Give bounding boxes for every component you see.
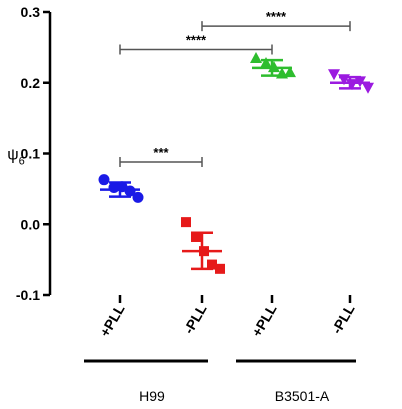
- y-axis-label: ψ6: [7, 147, 25, 168]
- y-tick-label: 0.3: [21, 4, 41, 20]
- significance-label: ****: [266, 9, 287, 24]
- significance-brackets: ***********: [119, 9, 351, 167]
- data-point: [207, 259, 217, 270]
- data-point: [108, 181, 120, 193]
- y-tick-label: -0.1: [16, 287, 40, 303]
- group-label: B3501-A: [275, 388, 330, 404]
- data-point: [338, 74, 350, 86]
- data-point: [181, 217, 191, 228]
- y-tick-label: 0.0: [21, 216, 41, 232]
- x-category-label: -PLL: [180, 301, 210, 336]
- data-point: [362, 82, 374, 94]
- data-point: [268, 61, 280, 73]
- data-point: [199, 246, 209, 257]
- plot-area: [98, 51, 374, 274]
- data-point: [354, 76, 366, 88]
- data-point: [124, 185, 136, 197]
- data-point: [215, 263, 225, 274]
- significance-label: ****: [186, 32, 207, 47]
- data-point: [250, 51, 262, 63]
- data-point: [260, 56, 272, 68]
- data-point: [346, 79, 358, 91]
- y-axis-label-symbol: ψ: [7, 147, 18, 164]
- y-tick-label: 0.2: [21, 75, 41, 91]
- y-tick-label: 0.1: [21, 146, 41, 162]
- x-category-label: -PLL: [328, 301, 358, 336]
- data-point: [191, 231, 201, 242]
- data-point: [98, 174, 110, 186]
- significance-label: ***: [153, 145, 169, 160]
- y-axis-label-subscript: 6: [19, 156, 25, 168]
- data-point: [132, 191, 144, 203]
- axes: -0.1 0.0 0.1 0.2 0.3 ψ6: [7, 4, 52, 303]
- x-category-label: +PLL: [248, 301, 279, 339]
- x-category-label: +PLL: [96, 301, 127, 339]
- data-point: [284, 66, 296, 78]
- group-label: H99: [139, 388, 165, 404]
- x-axis-labels: +PLL -PLL +PLL -PLL H99 B3501-A: [84, 295, 358, 404]
- data-point: [328, 69, 340, 81]
